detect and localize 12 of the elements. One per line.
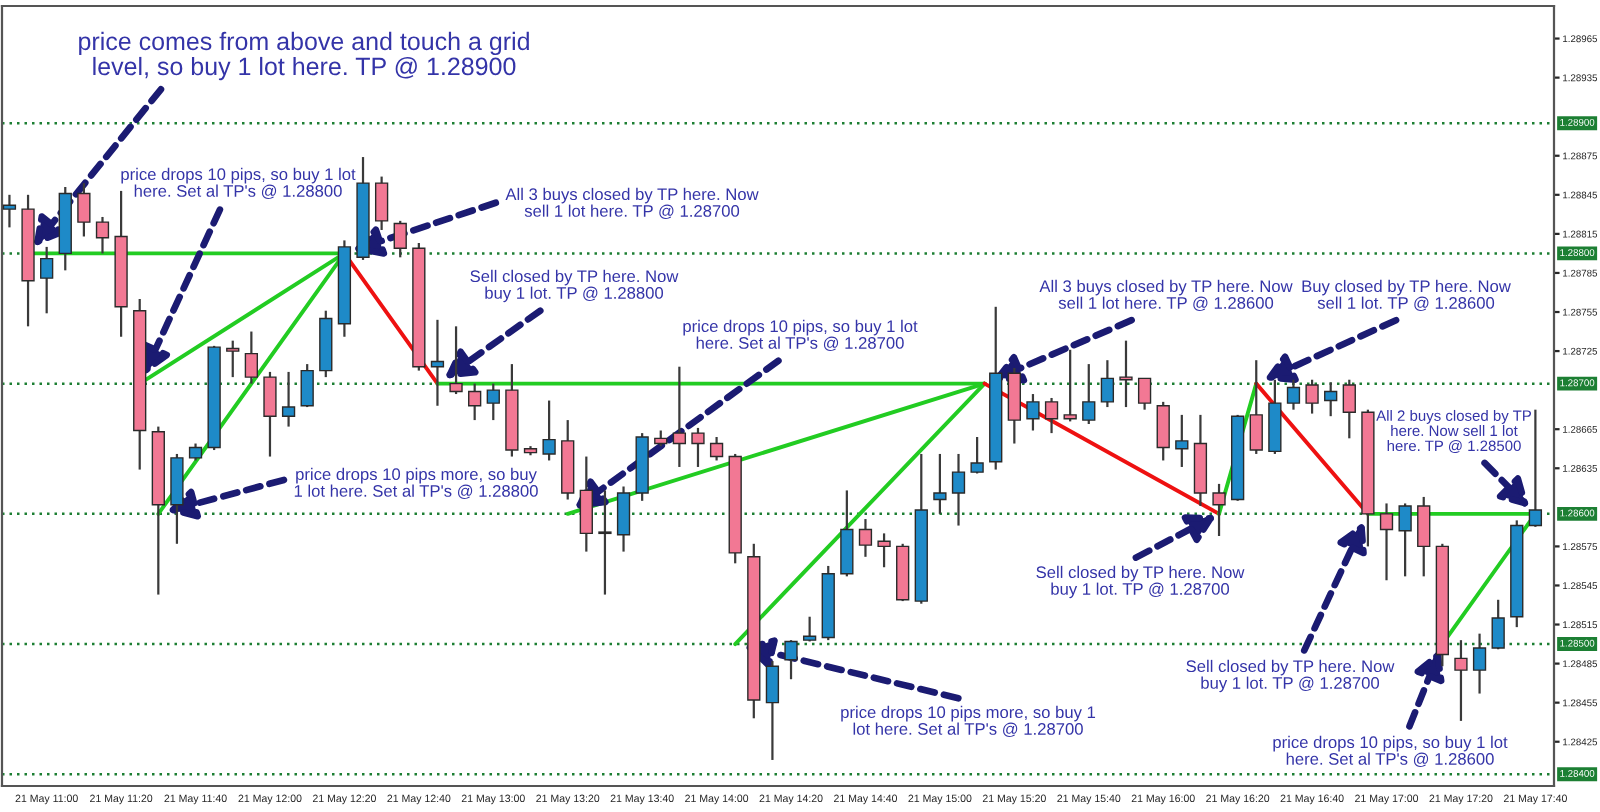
annotation: price drops 10 pips more, so buy 1 lot here. Set al TP's @ 1.28800	[294, 467, 538, 499]
annotation: Sell closed by TP here. Now buy 1 lot. TP @ 1.28800	[470, 269, 679, 303]
annotation: Sell closed by TP here. Now buy 1 lot. TP @ 1.28700	[1036, 565, 1245, 599]
annotation: All 3 buys closed by TP here. Now sell 1 lot here. TP @ 1.28700	[505, 187, 759, 219]
annotation: All 3 buys closed by TP here. Now sell 1 lot here. TP @ 1.28600	[1039, 279, 1293, 311]
annotation: Sell closed by TP here. Now buy 1 lot. TP @ 1.28700	[1186, 659, 1395, 693]
annotation: price drops 10 pips, so buy 1 lot here. Set al TP's @ 1.28600	[1273, 735, 1508, 767]
annotation: Buy closed by TP here. Now sell 1 lot. TP @ 1.28600	[1302, 279, 1511, 311]
annotation: price drops 10 pips, so buy 1 lot here. Set al TP's @ 1.28800	[121, 167, 356, 199]
annotation: price drops 10 pips, so buy 1 lot here. Set al TP's @ 1.28700	[683, 319, 918, 351]
annotation: price drops 10 pips more, so buy 1 lot here. Set al TP's @ 1.28700	[841, 705, 1096, 737]
annotation: price comes from above and touch a grid level, so buy 1 lot here. TP @ 1.28900	[79, 31, 529, 81]
